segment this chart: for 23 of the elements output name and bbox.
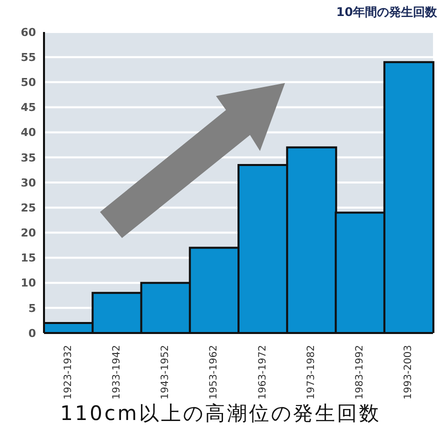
- x-tick-label: 1963-1972: [257, 345, 268, 400]
- y-tick-label: 55: [20, 50, 36, 64]
- x-tick-label: 1943-1952: [160, 345, 172, 400]
- y-tick-label: 40: [20, 126, 36, 140]
- x-tick-label: 1923-1932: [62, 345, 74, 400]
- x-tick-label: 1993-2003: [403, 345, 414, 400]
- y-tick-label: 20: [20, 226, 36, 240]
- y-tick-label: 10: [20, 276, 36, 290]
- y-tick-label: 60: [20, 26, 36, 39]
- y-tick-label: 45: [20, 101, 36, 114]
- x-tick-label: 1973-1982: [306, 345, 317, 400]
- y-tick-label: 35: [20, 151, 36, 164]
- y-tick-label: 30: [20, 176, 36, 190]
- chart-title: 10年間の発生回数: [336, 4, 437, 21]
- x-tick-label: 1953-1962: [208, 345, 220, 400]
- y-tick-label: 5: [28, 302, 36, 315]
- x-tick-label: 1933-1942: [111, 345, 122, 400]
- y-tick-label: 25: [20, 201, 36, 214]
- y-tick-label: 50: [20, 76, 36, 90]
- x-tick-label: 1983-1992: [354, 345, 366, 400]
- x-axis-title: 110cm以上の高潮位の発生回数: [59, 400, 382, 427]
- y-tick-label: 15: [20, 252, 36, 265]
- y-tick-label: 0: [28, 326, 36, 340]
